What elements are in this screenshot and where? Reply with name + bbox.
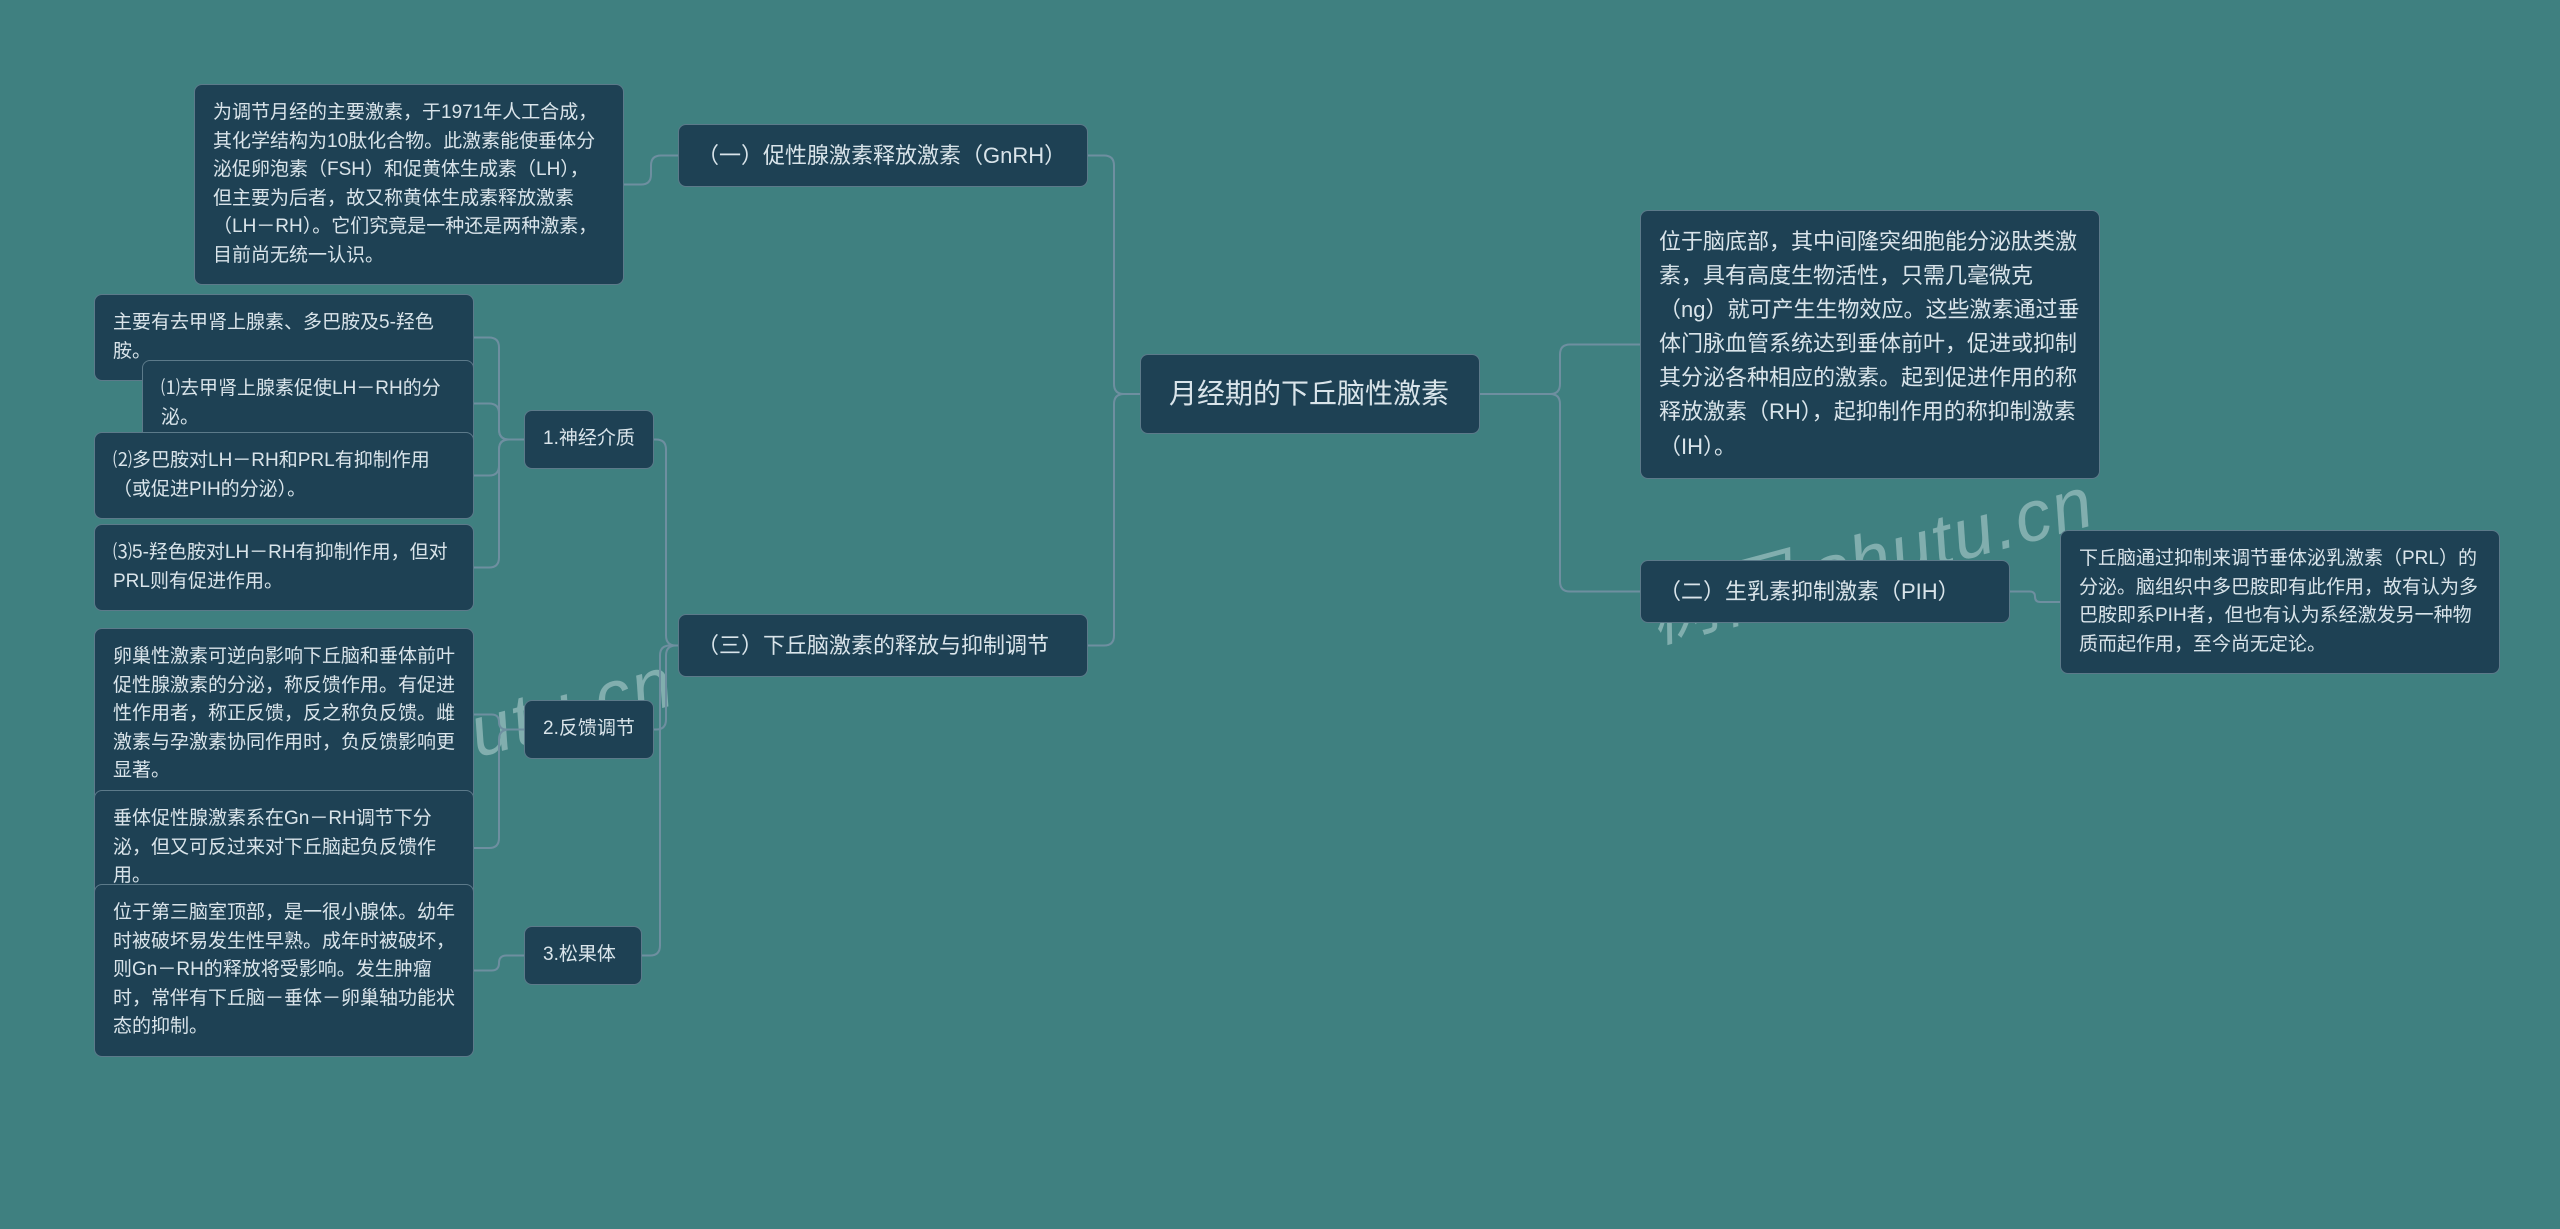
node-feedback[interactable]: 2.反馈调节 bbox=[524, 700, 654, 759]
connector bbox=[1088, 156, 1140, 395]
connector bbox=[1480, 345, 1640, 395]
connector bbox=[654, 440, 678, 646]
node-label: 2.反馈调节 bbox=[543, 718, 635, 739]
connector bbox=[2010, 592, 2060, 603]
connector bbox=[474, 715, 524, 730]
node-neurotransmitter[interactable]: 1.神经介质 bbox=[524, 410, 654, 469]
node-label: （一）促性腺激素释放激素（GnRH） bbox=[697, 143, 1066, 168]
node-label: 主要有去甲肾上腺素、多巴胺及5-羟色胺。 bbox=[113, 312, 434, 362]
node-pih[interactable]: （二）生乳素抑制激素（PIH） bbox=[1640, 560, 2010, 623]
node-gnrh-detail[interactable]: 为调节月经的主要激素，于1971年人工合成，其化学结构为10肽化合物。此激素能使… bbox=[194, 84, 624, 285]
node-label: 位于脑底部，其中间隆突细胞能分泌肽类激素，具有高度生物活性，只需几毫微克（ng）… bbox=[1659, 229, 2079, 459]
connector bbox=[474, 338, 524, 440]
connector bbox=[474, 956, 524, 971]
node-label: 1.神经介质 bbox=[543, 428, 635, 449]
node-nt-2[interactable]: ⑵多巴胺对LH－RH和PRL有抑制作用（或促进PIH的分泌）。 bbox=[94, 432, 474, 519]
node-label: （三）下丘脑激素的释放与抑制调节 bbox=[697, 633, 1049, 658]
node-label: 位于第三脑室顶部，是一很小腺体。幼年时被破坏易发生性早熟。成年时被破坏，则Gn－… bbox=[113, 902, 455, 1037]
node-pih-detail[interactable]: 下丘脑通过抑制来调节垂体泌乳激素（PRL）的分泌。脑组织中多巴胺即有此作用，故有… bbox=[2060, 530, 2500, 674]
connector bbox=[624, 156, 678, 185]
node-label: ⑶5-羟色胺对LH－RH有抑制作用，但对PRL则有促进作用。 bbox=[113, 542, 448, 592]
connector bbox=[474, 440, 524, 476]
node-label: 卵巢性激素可逆向影响下丘脑和垂体前叶促性腺激素的分泌，称反馈作用。有促进性作用者… bbox=[113, 646, 455, 781]
node-pineal[interactable]: 3.松果体 bbox=[524, 926, 642, 985]
node-description-right[interactable]: 位于脑底部，其中间隆突细胞能分泌肽类激素，具有高度生物活性，只需几毫微克（ng）… bbox=[1640, 210, 2100, 479]
node-label: 下丘脑通过抑制来调节垂体泌乳激素（PRL）的分泌。脑组织中多巴胺即有此作用，故有… bbox=[2079, 548, 2478, 655]
node-label: 为调节月经的主要激素，于1971年人工合成，其化学结构为10肽化合物。此激素能使… bbox=[213, 102, 597, 266]
node-pineal-detail[interactable]: 位于第三脑室顶部，是一很小腺体。幼年时被破坏易发生性早熟。成年时被破坏，则Gn－… bbox=[94, 884, 474, 1057]
connector bbox=[474, 440, 524, 568]
node-label: 月经期的下丘脑性激素 bbox=[1169, 378, 1449, 409]
node-nt-3[interactable]: ⑶5-羟色胺对LH－RH有抑制作用，但对PRL则有促进作用。 bbox=[94, 524, 474, 611]
connector bbox=[642, 646, 678, 956]
node-label: （二）生乳素抑制激素（PIH） bbox=[1659, 579, 1960, 604]
connector bbox=[474, 730, 524, 849]
connector bbox=[1480, 394, 1640, 592]
connector bbox=[1088, 394, 1140, 646]
node-label: 垂体促性腺激素系在Gn－RH调节下分泌，但又可反过来对下丘脑起负反馈作用。 bbox=[113, 808, 436, 886]
node-label: ⑴去甲肾上腺素促使LH－RH的分泌。 bbox=[161, 378, 441, 428]
node-regulation[interactable]: （三）下丘脑激素的释放与抑制调节 bbox=[678, 614, 1088, 677]
connector bbox=[474, 404, 524, 440]
node-feedback-1[interactable]: 卵巢性激素可逆向影响下丘脑和垂体前叶促性腺激素的分泌，称反馈作用。有促进性作用者… bbox=[94, 628, 474, 801]
mindmap-root-node[interactable]: 月经期的下丘脑性激素 bbox=[1140, 354, 1480, 434]
node-label: 3.松果体 bbox=[543, 944, 616, 965]
node-gnrh[interactable]: （一）促性腺激素释放激素（GnRH） bbox=[678, 124, 1088, 187]
connector bbox=[654, 646, 678, 730]
node-label: ⑵多巴胺对LH－RH和PRL有抑制作用（或促进PIH的分泌）。 bbox=[113, 450, 430, 500]
